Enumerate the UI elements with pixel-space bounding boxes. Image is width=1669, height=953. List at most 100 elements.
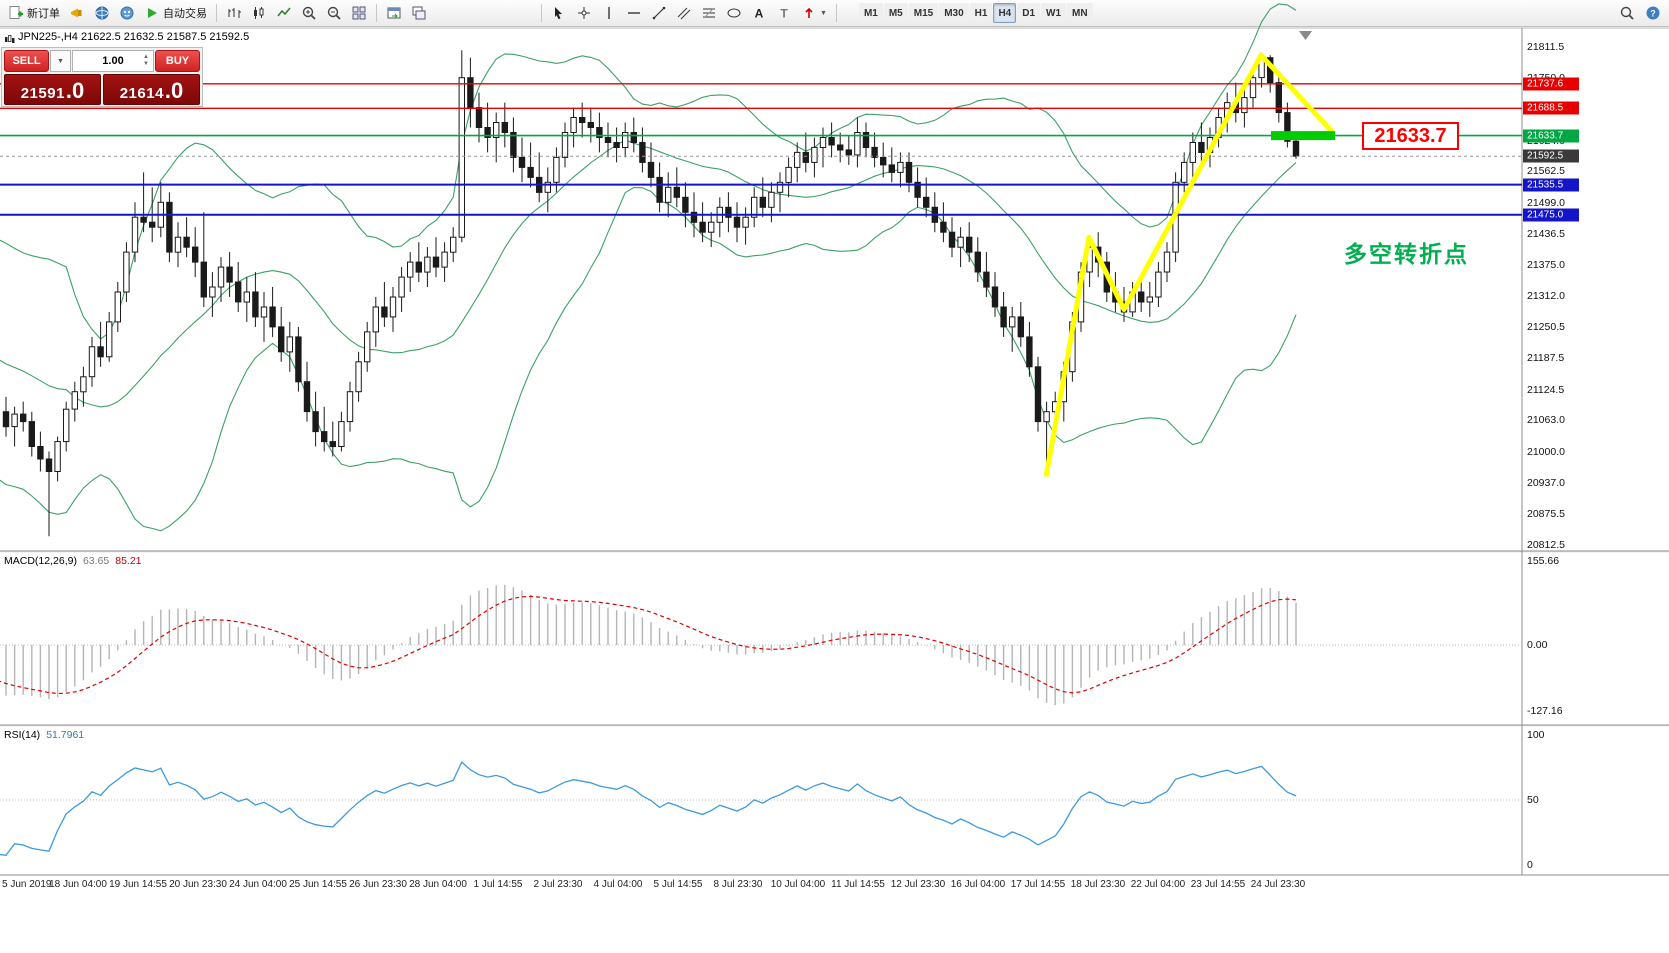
toolbar-chart-bars[interactable] bbox=[222, 2, 246, 24]
fibo-icon bbox=[703, 7, 715, 19]
svg-text:A: A bbox=[755, 7, 764, 21]
window-b-icon bbox=[412, 6, 426, 20]
rsi-line bbox=[0, 761, 1297, 856]
zoom-in-icon bbox=[302, 6, 316, 20]
toolbar-new-order[interactable]: 新订单 bbox=[4, 2, 64, 24]
tile-icon bbox=[352, 6, 366, 20]
toolbar-draw-trendline[interactable] bbox=[647, 2, 671, 24]
indicator-tick: 100 bbox=[1527, 729, 1545, 741]
toolbar-right-group: ? bbox=[1615, 2, 1665, 24]
hline-icon bbox=[628, 12, 640, 14]
volume-dropdown[interactable]: ▼ bbox=[50, 50, 71, 72]
chart-canvas[interactable] bbox=[0, 0, 1669, 900]
toolbar-chart-line[interactable] bbox=[272, 2, 296, 24]
toolbar-draw-hline[interactable] bbox=[622, 2, 646, 24]
price-tick: 21000.0 bbox=[1527, 445, 1565, 458]
timeframe-w1[interactable]: W1 bbox=[1041, 3, 1067, 23]
symbol-chart-icon bbox=[4, 32, 15, 50]
megaphone-icon bbox=[71, 8, 82, 18]
price-tick: 21499.0 bbox=[1527, 196, 1565, 209]
timeframe-m5[interactable]: M5 bbox=[883, 3, 908, 23]
toolbar-draw-label[interactable]: T bbox=[772, 2, 796, 24]
window-a-icon bbox=[387, 7, 401, 19]
toolbar-draw-fibonacci[interactable] bbox=[697, 2, 721, 24]
time-tick: 1 Jul 14:55 bbox=[473, 879, 523, 890]
text-a-icon: A bbox=[755, 7, 764, 21]
buy-button[interactable]: BUY bbox=[155, 50, 200, 72]
toolbar-help[interactable]: ? bbox=[1641, 2, 1665, 24]
time-tick: 18 Jun 04:00 bbox=[49, 879, 107, 890]
chart-candles-icon bbox=[254, 7, 264, 19]
cursor-icon bbox=[555, 7, 562, 20]
macd-signal-line bbox=[0, 595, 1297, 695]
timeframe-d1[interactable]: D1 bbox=[1017, 3, 1041, 23]
timeframe-mn[interactable]: MN bbox=[1067, 3, 1093, 23]
price-annotation-box[interactable]: 21633.7 bbox=[1362, 122, 1459, 150]
volume-input[interactable]: 1.00 ▲ ▼ bbox=[72, 50, 154, 72]
toolbar-zoom-in[interactable] bbox=[297, 2, 321, 24]
bollinger-middle-band bbox=[0, 139, 1297, 408]
chart-shift-marker[interactable] bbox=[1299, 31, 1312, 40]
timeframe-m15[interactable]: M15 bbox=[908, 3, 939, 23]
arrows-icon bbox=[805, 7, 813, 18]
crosshair-icon bbox=[578, 7, 590, 19]
toolbar-crosshair[interactable] bbox=[572, 2, 596, 24]
toolbar-community[interactable] bbox=[90, 2, 114, 24]
sell-button[interactable]: SELL bbox=[4, 50, 49, 72]
macd-histogram bbox=[5, 584, 1297, 705]
time-tick: 26 Jun 23:30 bbox=[349, 879, 407, 890]
price-tick: 21312.0 bbox=[1527, 290, 1565, 302]
time-tick: 17 Jul 14:55 bbox=[1010, 879, 1066, 890]
toolbar-search[interactable] bbox=[1615, 2, 1639, 24]
toolbar-separator bbox=[376, 4, 377, 22]
toolbar-support-chat[interactable] bbox=[115, 2, 139, 24]
volume-spinner[interactable]: ▲ ▼ bbox=[143, 54, 149, 67]
price-tick: 21187.5 bbox=[1527, 352, 1565, 365]
sell-price[interactable]: 21591.0 bbox=[4, 74, 101, 105]
price-tick: 21250.5 bbox=[1527, 320, 1565, 333]
timeframe-m30[interactable]: M30 bbox=[939, 3, 969, 23]
toolbar-auto-trading[interactable]: 自动交易 bbox=[140, 2, 211, 24]
doc-plus-icon bbox=[9, 6, 23, 19]
price-tag-21737.6: 21737.6 bbox=[1523, 77, 1579, 91]
price-tick: 21436.5 bbox=[1527, 227, 1565, 240]
zoom-out-icon bbox=[327, 6, 341, 20]
ellipse-icon bbox=[727, 8, 741, 18]
toolbar-tile-windows[interactable] bbox=[347, 2, 371, 24]
toolbar-draw-shapes[interactable] bbox=[722, 2, 746, 24]
toolbar-cursor[interactable] bbox=[547, 2, 571, 24]
time-tick: 12 Jul 23:30 bbox=[890, 879, 946, 890]
price-highlight-bar[interactable] bbox=[1271, 131, 1335, 141]
time-tick: 2 Jul 23:30 bbox=[533, 879, 583, 890]
rsi-label: RSI(14) 51.7961 bbox=[4, 729, 85, 741]
price-tick: 21375.0 bbox=[1527, 258, 1565, 271]
toolbar-separator bbox=[216, 4, 217, 22]
toolbar-draw-arrows[interactable]: ▼ bbox=[797, 2, 831, 24]
main-toolbar: 新订单 自动交易 A T ▼ M1 M5 M15 M30 H1 H4 D1 W1 MN? bbox=[0, 0, 1669, 27]
price-tick: 20812.5 bbox=[1527, 539, 1565, 551]
timeframe-h1[interactable]: H1 bbox=[969, 3, 993, 23]
candles bbox=[2, 50, 1300, 537]
time-tick: 23 Jul 14:55 bbox=[1190, 879, 1246, 890]
yellow-trendline[interactable] bbox=[1043, 52, 1335, 477]
time-tick: 10 Jul 04:00 bbox=[770, 879, 826, 890]
timeframe-h4[interactable]: H4 bbox=[993, 3, 1017, 23]
turning-point-annotation[interactable]: 多空转折点 bbox=[1344, 241, 1469, 267]
price-tick: 21063.0 bbox=[1527, 414, 1565, 427]
trendline-icon bbox=[652, 6, 666, 20]
toolbar-news-alert[interactable] bbox=[65, 2, 89, 24]
price-tick: 21811.5 bbox=[1527, 41, 1565, 53]
toolbar-zoom-out[interactable] bbox=[322, 2, 346, 24]
toolbar-chart-shift[interactable] bbox=[407, 2, 431, 24]
toolbar-draw-text[interactable]: A bbox=[747, 2, 771, 24]
timeframe-m1[interactable]: M1 bbox=[858, 3, 883, 23]
time-tick: 20 Jun 23:30 bbox=[169, 879, 227, 890]
price-tick: 20937.0 bbox=[1527, 476, 1565, 489]
toolbar-draw-vline[interactable] bbox=[597, 2, 621, 24]
toolbar-draw-channel[interactable] bbox=[672, 2, 696, 24]
toolbar-new-chart[interactable] bbox=[382, 2, 406, 24]
toolbar-chart-candles[interactable] bbox=[247, 2, 271, 24]
buy-price[interactable]: 21614.0 bbox=[103, 74, 200, 105]
globe-blue2-icon bbox=[120, 6, 134, 20]
chart-line-icon bbox=[277, 7, 291, 17]
